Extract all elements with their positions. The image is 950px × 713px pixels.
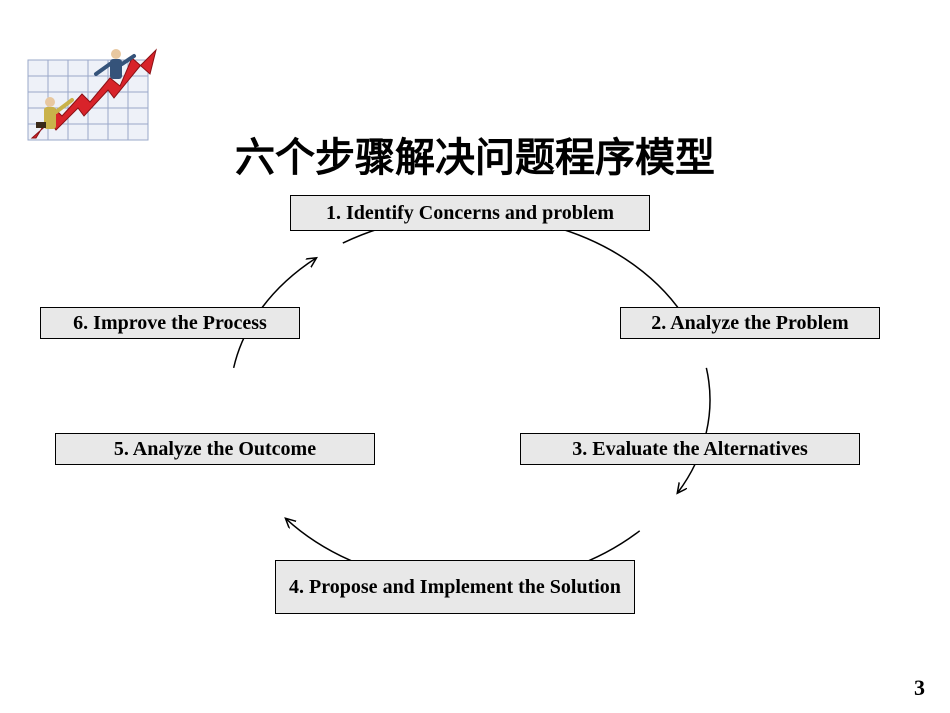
step-label: 2. Analyze the Problem	[651, 312, 848, 335]
step-box-1: 1. Identify Concerns and problem	[290, 195, 650, 231]
step-box-4: 4. Propose and Implement the Solution	[275, 560, 635, 614]
step-label: 5. Analyze the Outcome	[114, 438, 316, 461]
arc-arrow	[678, 368, 710, 493]
step-box-2: 2. Analyze the Problem	[620, 307, 880, 339]
step-label: 4. Propose and Implement the Solution	[289, 576, 621, 599]
step-box-5: 5. Analyze the Outcome	[55, 433, 375, 465]
page-title: 六个步骤解决问题程序模型	[0, 125, 950, 183]
step-label: 3. Evaluate the Alternatives	[572, 438, 808, 461]
step-label: 1. Identify Concerns and problem	[326, 202, 614, 225]
cycle-diagram: 1. Identify Concerns and problem 2. Analy…	[0, 195, 950, 665]
step-label: 6. Improve the Process	[73, 312, 267, 335]
page-number: 3	[914, 675, 925, 701]
step-box-6: 6. Improve the Process	[40, 307, 300, 339]
step-box-3: 3. Evaluate the Alternatives	[520, 433, 860, 465]
